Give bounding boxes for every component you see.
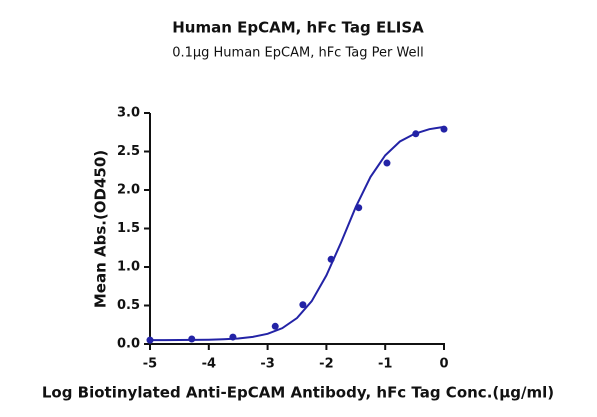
x-axis-label: Log Biotinylated Anti-EpCAM Antibody, hF… [42,384,554,402]
x-tick-label: -3 [260,357,274,372]
x-tick-label: -1 [378,357,392,372]
y-tick-label: 2.5 [117,144,140,159]
y-axis-label: Mean Abs.(OD450) [92,150,110,308]
y-tick-label: 1.0 [117,260,140,275]
x-tick-label: -2 [319,357,333,372]
data-point [299,301,307,309]
y-tick-label: 0.0 [117,337,140,352]
y-tick-label: 1.5 [117,221,140,236]
data-point [355,204,363,212]
fit-curve [149,125,445,342]
data-point [229,333,237,341]
x-tick-label: -4 [202,357,216,372]
data-point [327,255,335,263]
data-point [188,335,196,343]
data-point [412,130,420,138]
x-tick-label: 0 [439,357,448,372]
y-tick-label: 2.0 [117,183,140,198]
x-tick-label: -5 [143,357,157,372]
data-point [440,125,448,133]
data-point [383,159,391,167]
y-tick-label: 0.5 [117,298,140,313]
y-tick-label: 3.0 [117,106,140,121]
data-point [146,336,154,344]
data-point [271,322,279,330]
chart-title: Human EpCAM, hFc Tag ELISA [172,19,424,37]
chart-subtitle: 0.1μg Human EpCAM, hFc Tag Per Well [172,46,424,61]
